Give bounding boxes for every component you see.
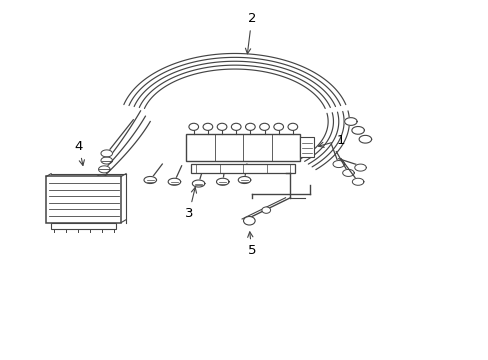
Polygon shape [216, 178, 228, 185]
Polygon shape [99, 166, 110, 173]
Text: 1: 1 [318, 134, 345, 147]
Circle shape [217, 123, 226, 130]
Bar [51, 222, 116, 229]
Circle shape [262, 207, 270, 213]
Text: 4: 4 [75, 140, 84, 166]
Polygon shape [96, 175, 107, 182]
Polygon shape [192, 180, 204, 187]
Circle shape [243, 216, 255, 225]
Polygon shape [191, 164, 295, 173]
Circle shape [245, 123, 255, 130]
Circle shape [231, 123, 241, 130]
Polygon shape [358, 135, 371, 143]
Polygon shape [354, 164, 366, 171]
Bar [300, 138, 313, 157]
Polygon shape [144, 176, 156, 184]
Circle shape [188, 123, 198, 130]
Polygon shape [332, 161, 344, 168]
Circle shape [287, 123, 297, 130]
Polygon shape [168, 178, 180, 185]
Polygon shape [238, 176, 250, 184]
Polygon shape [101, 150, 112, 157]
Polygon shape [352, 178, 363, 185]
Text: 5: 5 [247, 232, 256, 257]
Circle shape [259, 123, 269, 130]
Polygon shape [351, 126, 364, 134]
Circle shape [273, 123, 283, 130]
Circle shape [203, 123, 212, 130]
Bar [186, 134, 300, 161]
Bar [46, 176, 121, 222]
Text: 3: 3 [184, 188, 196, 220]
Polygon shape [344, 118, 356, 125]
Text: 2: 2 [245, 12, 256, 54]
Polygon shape [101, 157, 112, 164]
Polygon shape [342, 169, 353, 176]
